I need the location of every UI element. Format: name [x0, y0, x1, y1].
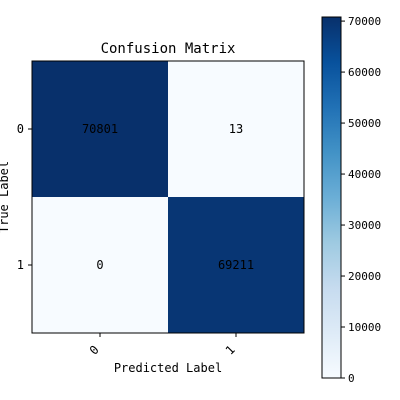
y-axis-ticks: 01 [17, 122, 32, 272]
colorbar-tick-label: 30000 [348, 219, 381, 232]
colorbar [321, 16, 342, 379]
colorbar-tick-label: 0 [348, 372, 355, 385]
heatmap-cells [32, 61, 304, 333]
y-tick-label: 0 [17, 122, 24, 136]
plot-frame [31, 60, 305, 334]
x-tick-label: 0 [87, 343, 102, 358]
cell-value-label-0-0: 70801 [82, 122, 118, 136]
heatmap-cell-0-0 [32, 61, 168, 197]
colorbar-tick-label: 70000 [348, 15, 381, 28]
colorbar-tick-label: 10000 [348, 321, 381, 334]
colorbar-tick-label: 40000 [348, 168, 381, 181]
colorbar-tick-label: 50000 [348, 117, 381, 130]
heatmap-cell-1-0 [32, 197, 168, 333]
cell-value-label-0-1: 13 [229, 122, 243, 136]
cell-value-label-1-1: 69211 [218, 258, 254, 272]
x-axis-label: Predicted Label [114, 361, 222, 375]
y-tick-label: 1 [17, 258, 24, 272]
x-tick-label: 1 [223, 343, 238, 358]
cell-value-label-1-0: 0 [96, 258, 103, 272]
chart-title: Confusion Matrix [101, 41, 236, 57]
colorbar-tick-label: 20000 [348, 270, 381, 283]
y-axis-label: True Label [0, 161, 11, 233]
heatmap-cell-0-1 [168, 61, 304, 197]
heatmap-cell-labels: 70801 13 0 69211 [82, 122, 254, 272]
heatmap-cell-1-1 [168, 197, 304, 333]
colorbar-ticks: 0 10000 20000 30000 40000 50000 60000 70000 [341, 15, 381, 385]
colorbar-tick-label: 60000 [348, 66, 381, 79]
